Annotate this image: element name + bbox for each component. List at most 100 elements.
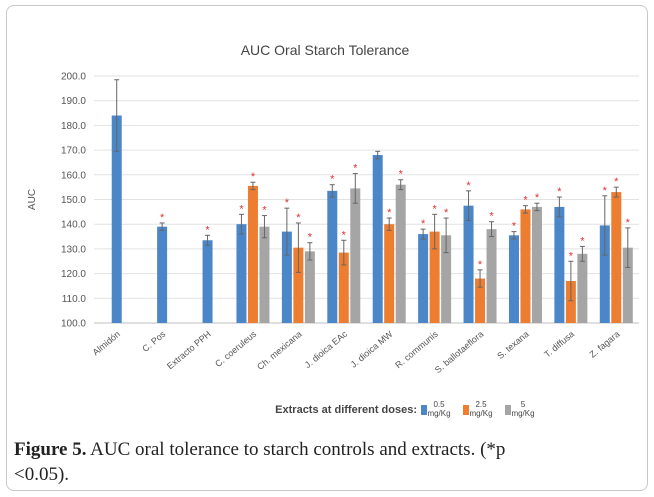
x-tick-label: J. dioica MW — [349, 329, 395, 370]
legend-value: 5 — [521, 400, 526, 409]
significance-asterisk: * — [580, 235, 585, 247]
x-tick-label: Extracto PPH — [165, 329, 213, 371]
bar — [577, 253, 588, 323]
x-tick-label: S. ballotaeflora — [433, 329, 485, 375]
x-tick-label: T. diffusa — [542, 329, 576, 360]
significance-asterisk: * — [523, 195, 528, 207]
x-tick-label: Almidón — [91, 329, 122, 358]
bar — [475, 278, 486, 323]
bar — [281, 231, 292, 323]
legend-unit: mg/Kg — [469, 409, 492, 418]
bar — [611, 192, 622, 323]
bar — [486, 229, 497, 323]
significance-asterisk: * — [205, 224, 210, 236]
significance-asterisk: * — [399, 169, 404, 181]
significance-asterisk: * — [285, 197, 290, 209]
bar — [111, 115, 122, 324]
bar — [293, 247, 304, 323]
bar — [599, 225, 610, 323]
legend-swatch — [505, 405, 511, 415]
significance-asterisk: * — [535, 192, 540, 204]
significance-asterisk: * — [330, 174, 335, 186]
legend-swatch — [463, 405, 469, 415]
bar — [259, 226, 270, 323]
bar — [202, 240, 213, 323]
bar — [531, 206, 542, 323]
chart-title: AUC Oral Starch Tolerance — [241, 42, 410, 58]
bar — [384, 224, 395, 323]
gridlines — [94, 75, 639, 324]
bar-chart: AUC Oral Starch Tolerance AUC 100.0 110.0… — [27, 42, 639, 418]
significance-asterisk: * — [239, 203, 244, 215]
y-tick-label: 150.0 — [61, 195, 86, 206]
bar — [157, 226, 168, 323]
significance-asterisk: * — [342, 229, 347, 241]
bar-series: * * * * * * * * * * * * * * * * * * * * * * * * * * * * — [111, 79, 633, 324]
bar — [418, 234, 429, 323]
significance-asterisk: * — [614, 176, 619, 188]
caption-line2: <0.05). — [14, 464, 70, 485]
legend-unit: mg/Kg — [427, 409, 450, 418]
significance-asterisk: * — [569, 250, 574, 262]
y-tick-label: 190.0 — [61, 96, 86, 107]
y-tick-label: 180.0 — [61, 121, 86, 132]
bar — [327, 190, 338, 323]
x-tick-label: Ch. mexicana — [255, 329, 304, 372]
y-tick-label: 200.0 — [61, 72, 86, 83]
y-tick-label: 130.0 — [61, 244, 86, 255]
legend-unit: mg/Kg — [511, 409, 534, 418]
x-tick-label: C. Pos — [140, 329, 168, 354]
legend-swatch — [421, 405, 427, 415]
significance-asterisk: * — [421, 218, 426, 230]
significance-asterisk: * — [557, 186, 562, 198]
chart-frame: AUC Oral Starch Tolerance AUC 100.0 110.0… — [6, 5, 648, 491]
x-tick-label: R. communis — [393, 329, 440, 371]
significance-asterisk: * — [251, 171, 256, 183]
significance-asterisk: * — [489, 211, 494, 223]
bar — [429, 231, 440, 323]
bar — [520, 209, 531, 323]
x-tick-label: J. dioica EAc — [303, 329, 350, 370]
significance-asterisk: * — [512, 221, 517, 233]
bar — [554, 206, 565, 323]
bar — [565, 281, 576, 323]
y-tick-label: 140.0 — [61, 220, 86, 231]
significance-asterisk: * — [478, 259, 483, 271]
y-tick-label: 110.0 — [62, 294, 87, 305]
bar — [338, 252, 349, 323]
significance-asterisk: * — [262, 205, 267, 217]
legend-title: Extracts at different doses: — [275, 404, 417, 416]
bar — [236, 224, 247, 323]
bar — [441, 235, 452, 323]
significance-asterisk: * — [308, 232, 313, 244]
y-axis-label: AUC — [27, 189, 38, 210]
bar — [372, 155, 383, 323]
x-tick-label: Z. fagara — [588, 329, 622, 360]
significance-asterisk: * — [466, 180, 471, 192]
legend-value: 0.5 — [433, 400, 445, 409]
caption-label: Figure 5. — [14, 439, 87, 460]
significance-asterisk: * — [444, 207, 449, 219]
bar — [508, 235, 519, 323]
significance-asterisk: * — [353, 163, 358, 175]
significance-asterisk: * — [387, 207, 392, 219]
bar — [350, 188, 361, 323]
bar — [395, 184, 406, 323]
bar — [622, 247, 633, 323]
significance-asterisk: * — [160, 212, 165, 224]
y-tick-labels: 100.0 110.0 120.0 130.0 140.0 150.0 160.0 170.0… — [61, 72, 86, 330]
significance-asterisk: * — [626, 217, 631, 229]
legend-value: 2.5 — [475, 400, 487, 409]
y-tick-label: 170.0 — [61, 146, 86, 157]
y-tick-label: 160.0 — [61, 170, 86, 181]
x-tick-label: S. texana — [495, 329, 531, 361]
bar — [463, 205, 474, 323]
figure-caption: Figure 5. AUC oral tolerance to starch c… — [14, 437, 648, 493]
y-tick-label: 100.0 — [61, 319, 86, 330]
significance-asterisk: * — [603, 185, 608, 197]
bar — [247, 185, 258, 323]
x-tick-label: C. coeruleus — [213, 329, 259, 369]
significance-asterisk: * — [432, 203, 437, 215]
bar — [304, 251, 315, 323]
